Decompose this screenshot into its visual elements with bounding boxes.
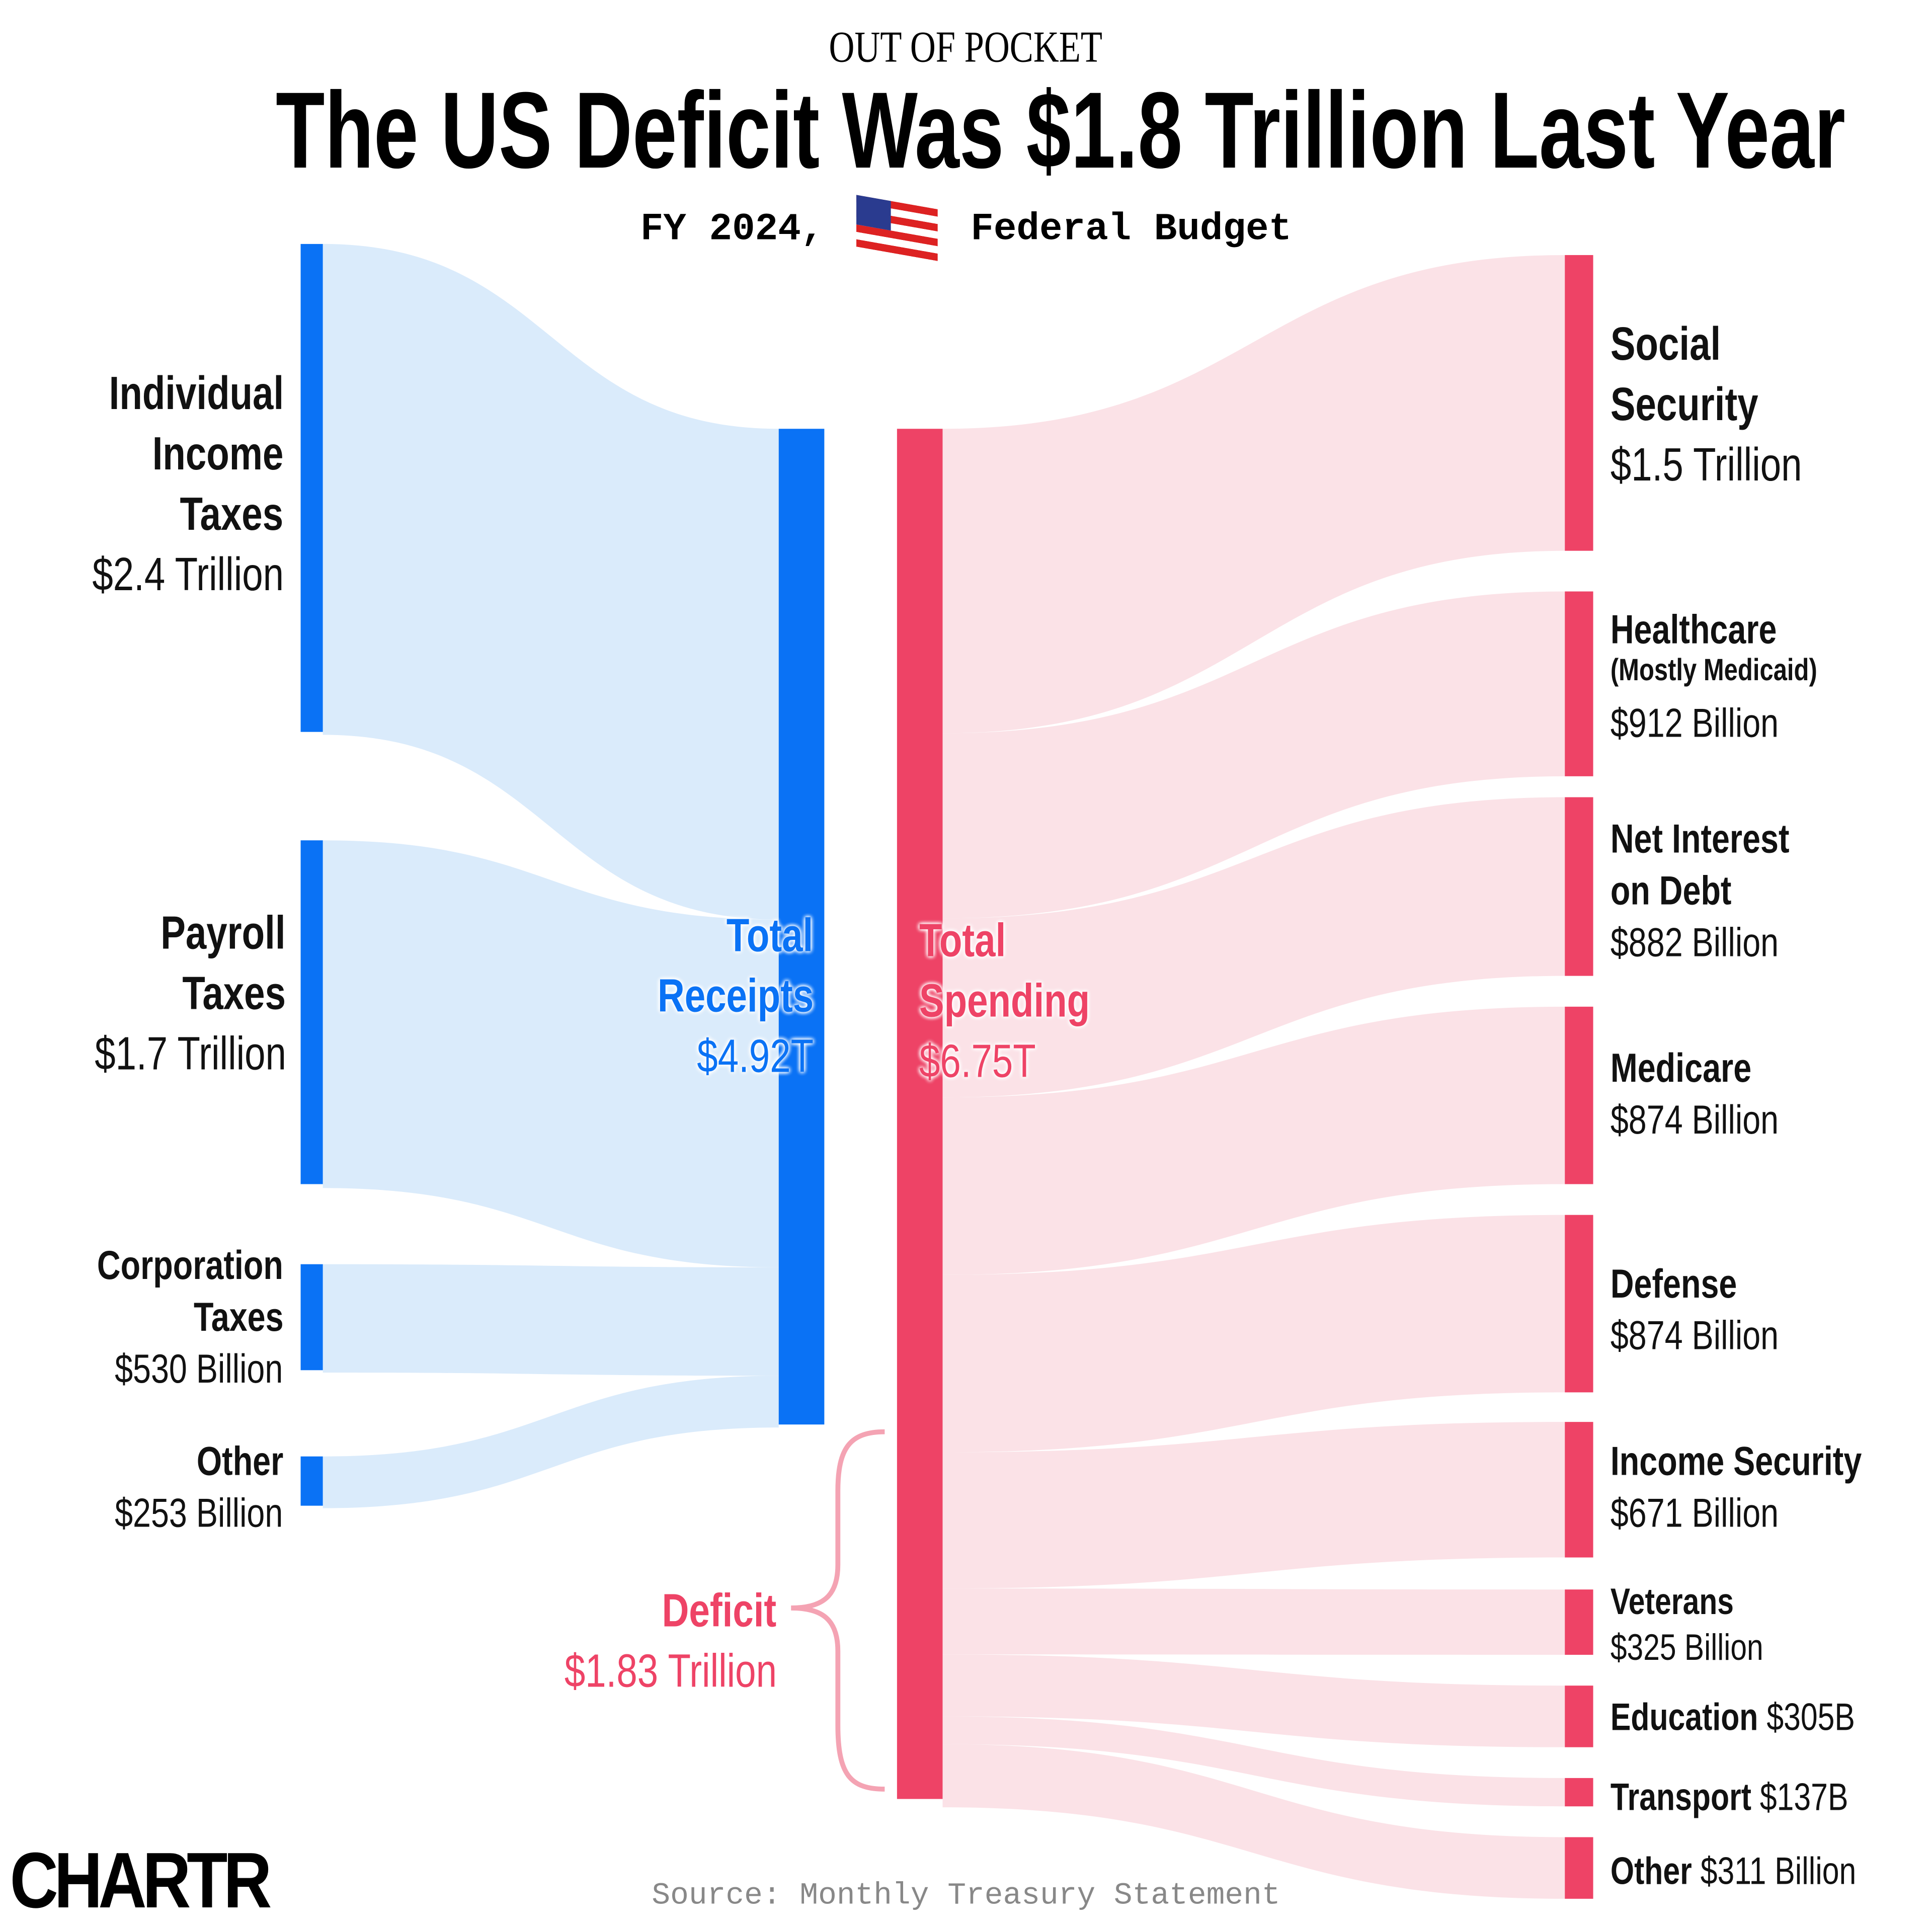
chartr-logo: CHARTR <box>10 1836 272 1925</box>
target-label-net-interest: Net Interest on Debt $882 Billion <box>1610 816 1790 965</box>
deficit-label: Deficit $1.83 Trillion <box>564 1585 776 1698</box>
source-node-bar <box>300 1456 323 1506</box>
receipts-node-bar <box>778 429 825 1425</box>
target-node-bar <box>1565 1778 1593 1807</box>
target-label-healthcare: Healthcare (Mostly Medicaid) $912 Billio… <box>1610 606 1817 746</box>
flow-target-5 <box>942 1422 1565 1589</box>
target-label-transport: Transport $137B <box>1610 1776 1848 1819</box>
target-label-social-security: Social Security $1.5 Trillion <box>1610 319 1802 492</box>
receipts-label: Total Receipts $4.92T <box>657 910 814 1083</box>
source-label-payroll: Payroll Taxes $1.7 Trillion <box>94 908 286 1081</box>
flow-target-9 <box>942 1744 1565 1899</box>
target-node-bar <box>1565 255 1593 551</box>
target-node-bar <box>1565 1589 1593 1655</box>
target-label-other: Other $311 Billion <box>1610 1849 1857 1893</box>
source-label-corporation: Corporation Taxes $530 Billion <box>97 1242 284 1391</box>
target-label-income-security: Income Security $671 Billion <box>1610 1437 1862 1536</box>
source-node-bar <box>300 1264 323 1371</box>
target-node-bar <box>1565 1685 1593 1747</box>
target-label-medicare: Medicare $874 Billion <box>1610 1045 1779 1143</box>
flow-target-7 <box>942 1654 1565 1747</box>
source-label-other: Other $253 Billion <box>115 1437 284 1536</box>
spending-label: Total Spending $6.75T <box>919 915 1090 1088</box>
flow-3 <box>323 1376 779 1508</box>
flow-2 <box>323 1264 779 1376</box>
target-label-education: Education $305B <box>1610 1695 1855 1739</box>
flow-1 <box>323 840 779 1267</box>
target-node-bar <box>1565 591 1593 776</box>
deficit-brace <box>791 1429 885 1792</box>
us-flag-icon <box>856 195 938 264</box>
source-node-bar <box>300 244 323 732</box>
target-node-bar <box>1565 1006 1593 1184</box>
source-note: Source: Monthly Treasury Statement <box>652 1878 1280 1914</box>
flow-target-6 <box>942 1588 1565 1655</box>
flow-target-1 <box>942 591 1565 919</box>
flow-0 <box>323 244 779 920</box>
target-node-bar <box>1565 1215 1593 1393</box>
source-label-individual: Individual Income Taxes $2.4 Trillion <box>92 368 284 602</box>
flow-target-8 <box>942 1716 1565 1807</box>
target-node-bar <box>1565 1837 1593 1899</box>
flow-target-0 <box>942 255 1565 734</box>
flow-target-3 <box>942 1006 1565 1275</box>
flow-target-4 <box>942 1215 1565 1453</box>
kicker: OUT OF POCKET <box>829 22 1103 72</box>
flow-target-2 <box>942 797 1565 1098</box>
target-node-bar <box>1565 1422 1593 1558</box>
source-node-bar <box>300 840 323 1184</box>
page-title: The US Deficit Was $1.8 Trillion Last Ye… <box>276 69 1845 191</box>
target-node-bar <box>1565 797 1593 976</box>
target-label-veterans: Veterans $325 Billion <box>1610 1582 1763 1668</box>
subtitle: FY 2024, Federal Budget <box>0 195 1932 264</box>
spending-node-bar <box>897 429 943 1799</box>
target-label-defense: Defense $874 Billion <box>1610 1260 1779 1358</box>
